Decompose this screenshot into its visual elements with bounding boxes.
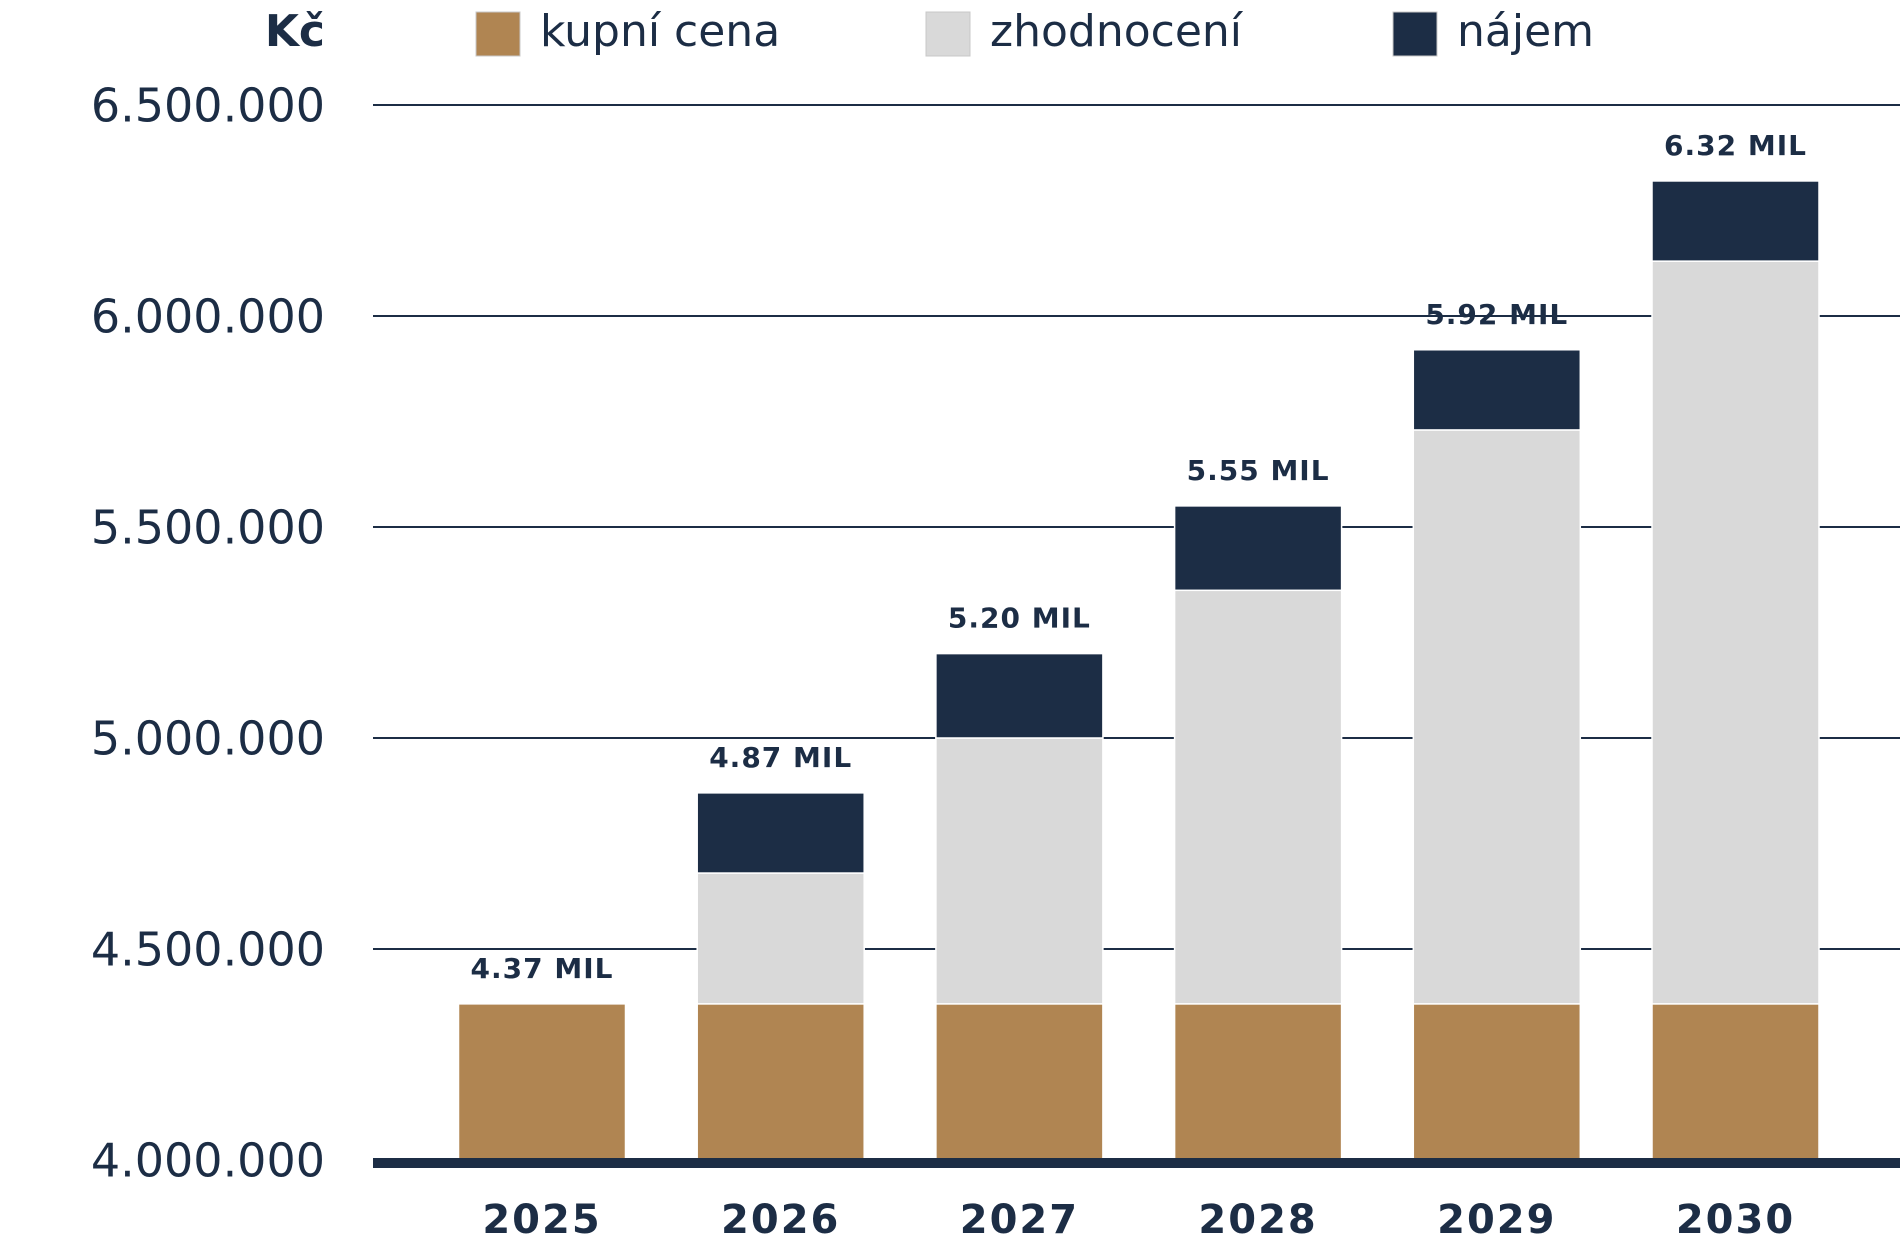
bar-segment [1412, 429, 1582, 1005]
bar-segment [1651, 260, 1820, 1005]
x-tick-label: 2027 [960, 1197, 1079, 1243]
y-axis-label: Kč [265, 6, 325, 57]
value-label: 4.87 MIL [709, 741, 852, 774]
x-tick-label: 2028 [1198, 1197, 1317, 1243]
y-tick-label: 4.500.000 [91, 923, 325, 977]
x-tick-label: 2030 [1676, 1197, 1795, 1243]
legend-label: nájem [1457, 6, 1594, 57]
bar-segment [1173, 1003, 1343, 1161]
value-label: 5.20 MIL [948, 602, 1091, 635]
bar-segment [935, 1003, 1104, 1161]
bar-segment [935, 652, 1104, 739]
bar-segment [696, 1003, 865, 1161]
y-tick-label: 6.500.000 [91, 79, 325, 133]
bar-segment [1651, 1003, 1820, 1161]
value-label: 5.55 MIL [1187, 454, 1330, 487]
legend-label: kupní cena [540, 6, 780, 57]
value-label: 4.37 MIL [471, 952, 614, 985]
legend-swatch [1392, 11, 1438, 57]
x-tick-label: 2026 [721, 1197, 840, 1243]
x-tick-label: 2025 [482, 1197, 601, 1243]
bar-segment [696, 792, 865, 874]
bar-segment [1651, 180, 1820, 262]
bar-segment [1173, 589, 1343, 1005]
bar-segment [457, 1003, 627, 1161]
value-label: 5.92 MIL [1425, 298, 1568, 331]
legend-swatch [475, 11, 521, 57]
legend-swatch [925, 11, 971, 57]
bar-segment [935, 737, 1104, 1005]
x-tick-label: 2029 [1437, 1197, 1556, 1243]
legend-label: zhodnocení [990, 6, 1244, 57]
y-tick-label: 4.000.000 [91, 1134, 325, 1188]
bar-segment [1412, 349, 1582, 431]
bar-segment [696, 872, 865, 1005]
y-tick-label: 6.000.000 [91, 290, 325, 344]
bar-segment [1173, 505, 1343, 592]
y-tick-label: 5.000.000 [91, 712, 325, 766]
bar-segment [1412, 1003, 1582, 1161]
y-tick-label: 5.500.000 [91, 501, 325, 555]
value-label: 6.32 MIL [1664, 129, 1807, 162]
